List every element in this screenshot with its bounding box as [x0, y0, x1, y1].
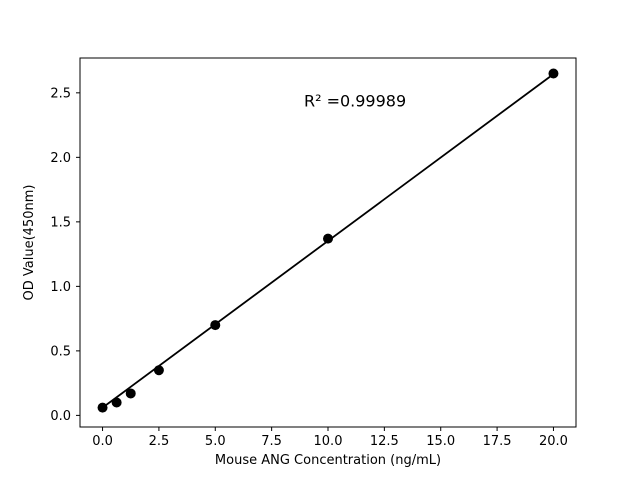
- x-tick-label: 2.5: [149, 434, 170, 449]
- data-point: [548, 68, 559, 79]
- y-tick-label: 1.0: [50, 280, 71, 295]
- x-tick-label: 7.5: [261, 434, 282, 449]
- data-point: [97, 402, 108, 413]
- x-tick-label: 12.5: [370, 434, 399, 449]
- y-tick-label: 2.0: [50, 151, 71, 166]
- y-tick-label: 2.5: [50, 86, 71, 101]
- data-point: [210, 320, 221, 331]
- x-tick-label: 15.0: [426, 434, 455, 449]
- y-tick-label: 1.5: [50, 215, 71, 230]
- x-tick-label: 5.0: [205, 434, 226, 449]
- data-point: [125, 388, 136, 399]
- x-tick-label: 17.5: [483, 434, 512, 449]
- x-tick-label: 0.0: [92, 434, 113, 449]
- y-axis-label: OD Value(450nm): [22, 185, 37, 301]
- data-point: [111, 397, 122, 408]
- data-point: [323, 233, 333, 244]
- data-point: [153, 365, 164, 376]
- x-axis-label: Mouse ANG Concentration (ng/mL): [215, 453, 441, 468]
- r-squared-annotation: R² =0.99989: [304, 92, 406, 111]
- x-tick-label: 20.0: [539, 434, 568, 449]
- x-tick-label: 10.0: [314, 434, 343, 449]
- y-tick-label: 0.5: [50, 344, 71, 359]
- y-tick-label: 0.0: [50, 409, 71, 424]
